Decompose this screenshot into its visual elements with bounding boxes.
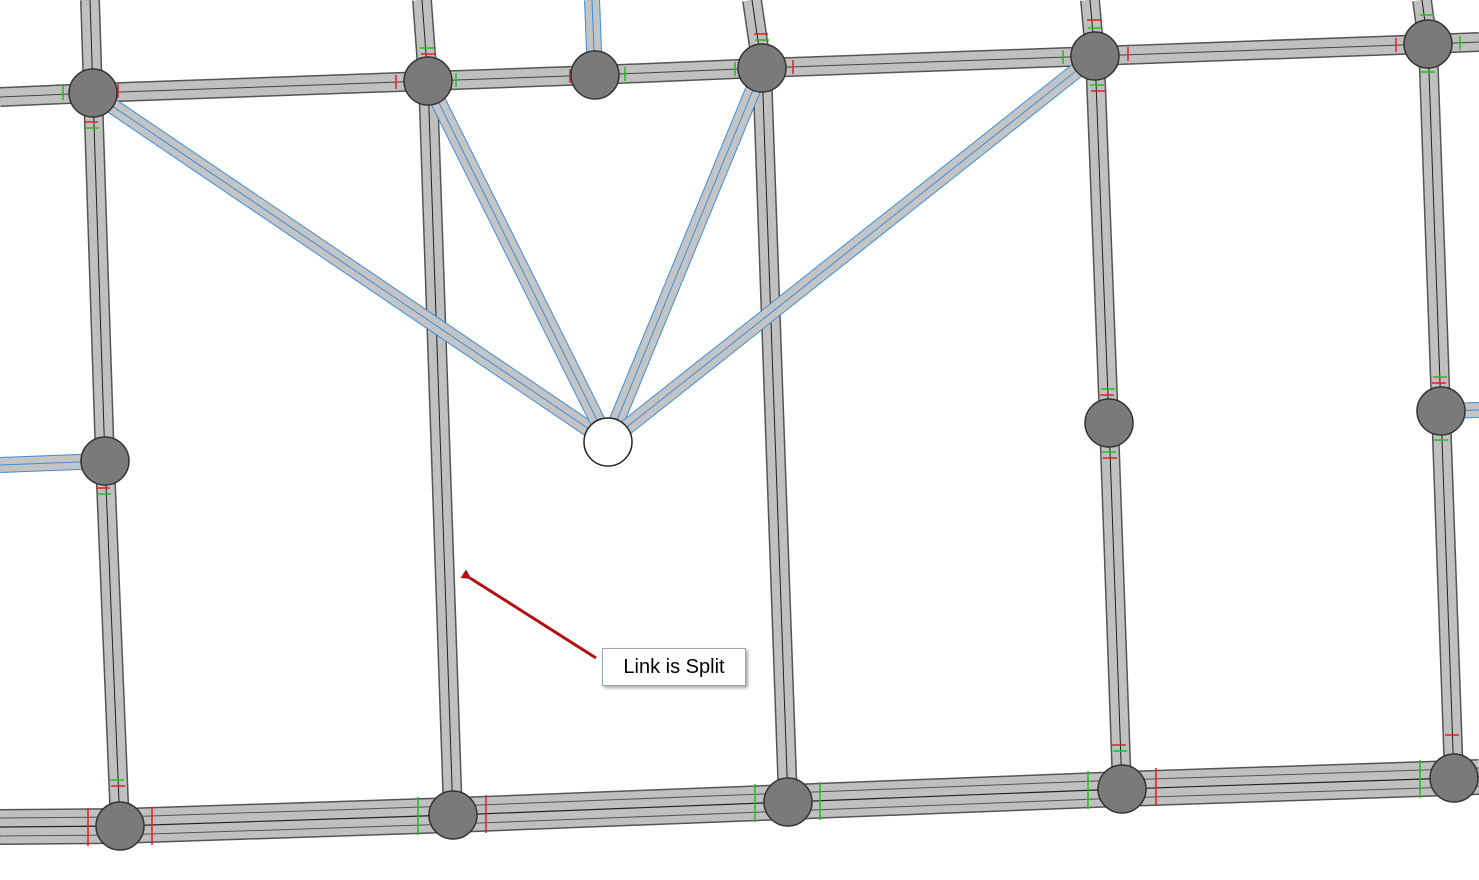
node-bottom-4[interactable] bbox=[1097, 764, 1147, 814]
node-bottom-5[interactable] bbox=[1429, 753, 1479, 803]
node-top-6[interactable] bbox=[1403, 19, 1453, 69]
road-link-vertical-1 bbox=[80, 0, 130, 827]
node-mid-4[interactable] bbox=[1084, 398, 1134, 448]
node-top-2[interactable] bbox=[403, 56, 453, 106]
node-mid-5[interactable] bbox=[1416, 386, 1466, 436]
connector-to-node-d bbox=[603, 49, 1100, 449]
node-top-4[interactable] bbox=[737, 43, 787, 93]
node-mid-1[interactable] bbox=[80, 436, 130, 486]
node-bottom-3[interactable] bbox=[763, 777, 813, 827]
approach-ticks bbox=[62, 14, 1461, 846]
callout-arrow-icon bbox=[460, 569, 597, 660]
callout-label: Link is Split bbox=[623, 655, 725, 678]
road-link-top bbox=[0, 32, 1479, 107]
split-link-callout: Link is Split bbox=[602, 648, 746, 686]
connector-to-node-b bbox=[420, 77, 616, 446]
network-nodes bbox=[68, 19, 1479, 851]
node-top-3[interactable] bbox=[570, 50, 620, 100]
zone-centroid-node[interactable] bbox=[583, 417, 633, 467]
node-top-1[interactable] bbox=[68, 68, 118, 118]
connector-to-node-c bbox=[600, 64, 770, 446]
connector-to-node-a bbox=[88, 86, 613, 449]
node-bottom-2[interactable] bbox=[428, 790, 478, 840]
centroid-connectors bbox=[0, 0, 1479, 473]
node-top-5[interactable] bbox=[1070, 31, 1120, 81]
road-link-vertical-3 bbox=[742, 0, 798, 803]
road-link-bottom bbox=[0, 759, 1479, 845]
node-bottom-1[interactable] bbox=[95, 801, 145, 851]
